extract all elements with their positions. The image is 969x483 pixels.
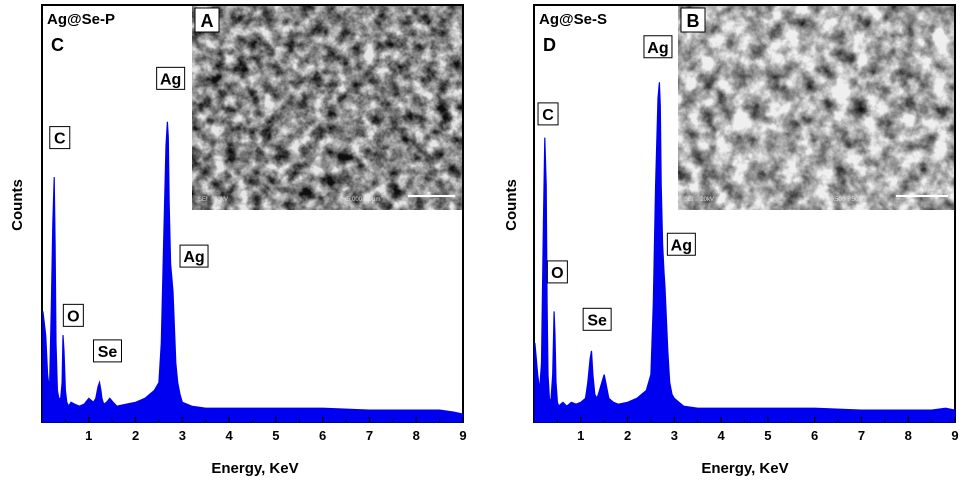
x-tick-label: 2 bbox=[132, 428, 139, 443]
x-tick-label: 4 bbox=[717, 428, 725, 443]
x-tick-label: 1 bbox=[85, 428, 92, 443]
x-tick-label: 5 bbox=[764, 428, 771, 443]
x-tick-label: 6 bbox=[811, 428, 818, 443]
panel-letter: D bbox=[543, 35, 556, 55]
spectrum-noise bbox=[70, 415, 464, 422]
peak-label-box bbox=[156, 66, 186, 90]
peak-label: O bbox=[551, 265, 563, 282]
peak-label-box bbox=[179, 244, 209, 268]
peak-label-box bbox=[546, 260, 568, 284]
sem-inset-letter: A bbox=[201, 11, 214, 31]
sample-label: Ag@Se-S bbox=[539, 11, 607, 28]
sem-caption-right: x500 50μm bbox=[832, 197, 867, 203]
peak-label-box bbox=[49, 126, 71, 150]
x-axis-label: Energy, KeV bbox=[211, 460, 298, 477]
sem-texture-a bbox=[192, 6, 462, 210]
peak-label-box bbox=[643, 35, 673, 59]
x-tick-label: 3 bbox=[671, 428, 678, 443]
x-tick-label: 8 bbox=[905, 428, 912, 443]
y-axis-label: Counts bbox=[9, 179, 26, 231]
spectrum-group: 1 2 3 4 5 6 7 8 9 C O Se Ag Ag bbox=[534, 35, 959, 443]
x-tick-label: 7 bbox=[366, 428, 373, 443]
sample-label: Ag@Se-P bbox=[47, 11, 115, 28]
peak-label-box bbox=[582, 307, 612, 331]
peak-label-box bbox=[62, 303, 84, 327]
peak-label-box bbox=[92, 339, 122, 363]
x-axis-label: Energy, KeV bbox=[701, 460, 788, 477]
peak-label: Ag bbox=[671, 237, 692, 254]
spectrum-group: 1 2 3 4 5 6 7 8 9 C O Se Ag Ag bbox=[42, 66, 467, 443]
sem-inset-letter-box bbox=[680, 7, 706, 33]
peak-label-box bbox=[666, 232, 696, 256]
sem-caption-right: x5,000 5μm bbox=[344, 197, 380, 203]
panel-letter: C bbox=[51, 35, 64, 55]
x-tick-label: 8 bbox=[413, 428, 420, 443]
sem-inset-letter-box bbox=[194, 7, 220, 33]
sem-inset-b: B SEI 20kV x500 50μm bbox=[678, 6, 954, 210]
spectrum-noise bbox=[562, 415, 955, 422]
peak-label: Ag bbox=[160, 71, 181, 88]
sem-inset-a: A SEI 20kV x5,000 5μm bbox=[192, 6, 462, 210]
peak-label: Se bbox=[98, 344, 118, 361]
y-axis-label: Counts bbox=[503, 179, 520, 231]
x-tick-label: 9 bbox=[951, 428, 958, 443]
x-tick-label: 3 bbox=[179, 428, 186, 443]
peak-label-box bbox=[537, 102, 559, 126]
x-tick-label: 1 bbox=[577, 428, 584, 443]
x-tick-label: 7 bbox=[858, 428, 865, 443]
x-tick-label: 4 bbox=[225, 428, 233, 443]
spectrum-area bbox=[534, 82, 956, 423]
peak-label: Se bbox=[587, 312, 607, 329]
eds-panel-c: Counts 1 2 3 4 5 6 7 8 9 C O Se Ag Ag A SEI 20kV x5,0… bbox=[9, 4, 467, 477]
x-tick-label: 6 bbox=[319, 428, 326, 443]
sem-texture-b bbox=[678, 6, 954, 210]
peak-label: Ag bbox=[647, 40, 668, 57]
peak-label: Ag bbox=[183, 249, 204, 266]
peak-label: C bbox=[542, 107, 554, 124]
x-tick-label: 2 bbox=[624, 428, 631, 443]
peak-label: O bbox=[67, 308, 79, 325]
spectrum-area bbox=[42, 121, 464, 423]
eds-panel-d: Counts 1 2 3 4 5 6 7 8 9 C O Se Ag Ag B SEI 20kV x500… bbox=[503, 4, 959, 477]
sem-caption-left: SEI 20kV bbox=[684, 197, 714, 203]
sem-inset-letter: B bbox=[687, 11, 700, 31]
sem-caption-left: SEI 20kV bbox=[198, 197, 228, 203]
x-tick-label: 9 bbox=[459, 428, 466, 443]
peak-label: C bbox=[54, 131, 66, 148]
x-tick-label: 5 bbox=[272, 428, 279, 443]
